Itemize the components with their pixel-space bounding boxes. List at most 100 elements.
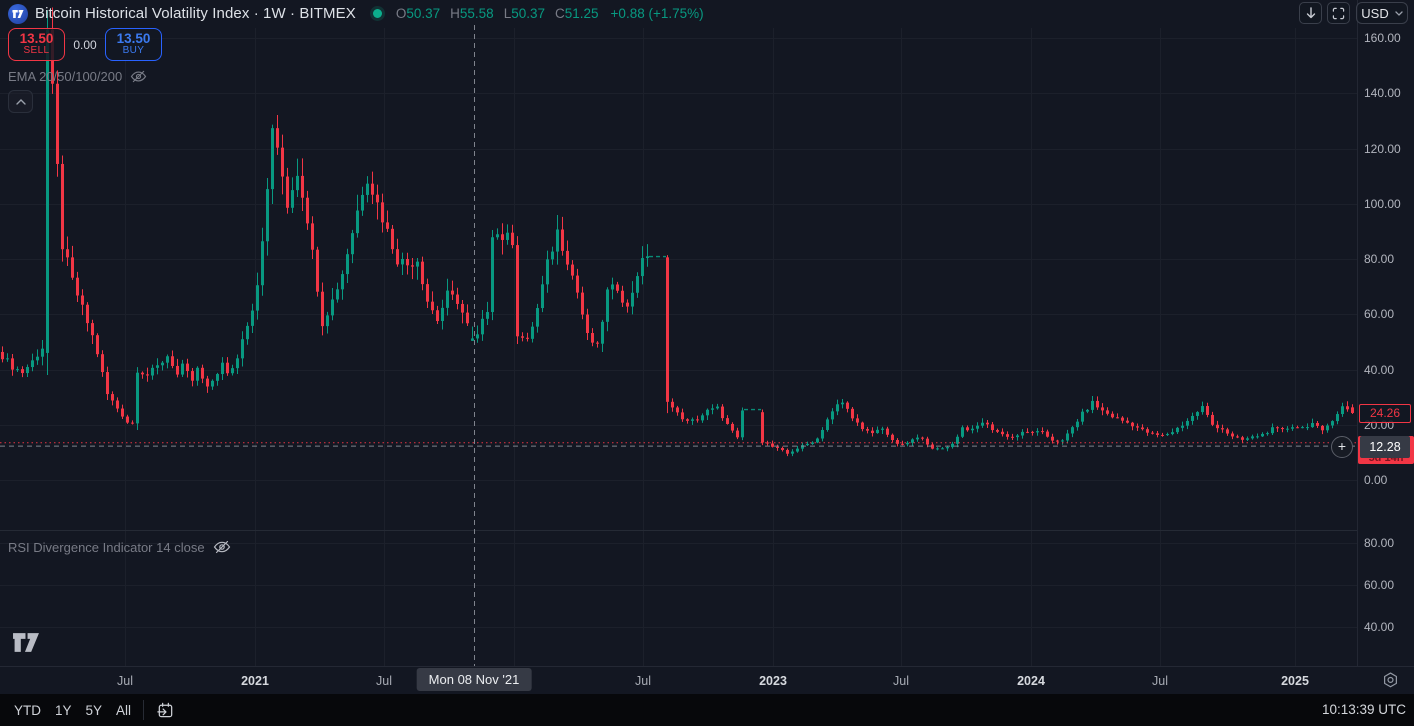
candle bbox=[1156, 430, 1159, 438]
candle bbox=[1181, 421, 1184, 432]
candle bbox=[11, 353, 14, 376]
candle bbox=[741, 407, 744, 441]
candle bbox=[311, 216, 314, 259]
go-to-date-button[interactable] bbox=[156, 701, 175, 720]
candle bbox=[691, 417, 694, 425]
symbol-title[interactable]: Bitcoin Historical Volatility Index · 1W… bbox=[35, 5, 356, 22]
price-tick-label: 60.00 bbox=[1364, 307, 1395, 322]
currency-dropdown[interactable]: USD bbox=[1356, 2, 1408, 24]
candle bbox=[991, 421, 994, 433]
candle bbox=[436, 305, 439, 325]
rsi-tick-label: 60.00 bbox=[1364, 578, 1395, 592]
price-tick-label: 0.00 bbox=[1364, 473, 1388, 487]
candle bbox=[1201, 401, 1204, 415]
candle bbox=[346, 248, 349, 284]
candle bbox=[41, 340, 44, 366]
candle bbox=[1281, 426, 1284, 433]
time-tick-label: Jul bbox=[893, 674, 909, 688]
candle bbox=[1246, 436, 1249, 442]
candle bbox=[1036, 428, 1039, 436]
candle bbox=[56, 70, 59, 177]
candle bbox=[966, 425, 969, 432]
candle bbox=[821, 427, 824, 442]
add-alert-plus-button[interactable]: + bbox=[1331, 436, 1353, 458]
ema-visibility-toggle[interactable] bbox=[130, 69, 147, 84]
sell-label: SELL bbox=[23, 45, 50, 57]
tradingview-watermark-logo[interactable] bbox=[12, 632, 40, 658]
candle bbox=[431, 291, 434, 315]
fullscreen-button[interactable] bbox=[1327, 2, 1350, 24]
candle bbox=[416, 257, 419, 280]
candle bbox=[306, 190, 309, 230]
candle bbox=[761, 409, 764, 446]
candle bbox=[931, 443, 934, 450]
candle bbox=[856, 414, 859, 427]
spread-value: 0.00 bbox=[73, 37, 97, 52]
candle bbox=[646, 244, 649, 267]
gear-icon bbox=[1383, 672, 1398, 688]
buy-price: 13.50 bbox=[116, 31, 151, 47]
candle bbox=[131, 420, 134, 425]
range-button-5y[interactable]: 5Y bbox=[85, 702, 103, 718]
candle bbox=[361, 186, 364, 216]
candle bbox=[446, 278, 449, 316]
price-axis[interactable]: 160.00 140.00 120.00 100.00 80.00 60.00 40.00 2… bbox=[1357, 0, 1414, 666]
candle bbox=[1286, 426, 1289, 433]
tradingview-logo-icon[interactable] bbox=[8, 3, 28, 24]
candle bbox=[221, 357, 224, 380]
candle bbox=[411, 258, 414, 280]
candle bbox=[981, 418, 984, 428]
candle bbox=[1066, 429, 1069, 444]
utc-clock[interactable]: 10:13:39 UTC bbox=[1321, 702, 1406, 717]
candle bbox=[1276, 426, 1279, 432]
candle bbox=[1021, 429, 1024, 439]
candle bbox=[66, 236, 69, 267]
download-button[interactable] bbox=[1299, 2, 1322, 24]
candle bbox=[86, 302, 89, 332]
candle bbox=[916, 434, 919, 442]
range-button-all[interactable]: All bbox=[116, 702, 132, 718]
bottom-toolbar: YTD 1Y 5Y All 10:13:39 UTC bbox=[0, 694, 1414, 726]
candle bbox=[91, 319, 94, 344]
candle bbox=[886, 426, 889, 438]
candle bbox=[226, 357, 229, 376]
time-tick-label: Jul bbox=[635, 674, 651, 688]
open-value: 50.37 bbox=[406, 6, 441, 21]
buy-button[interactable]: 13.50 BUY bbox=[105, 28, 162, 61]
candle bbox=[461, 300, 464, 324]
rsi-visibility-toggle[interactable] bbox=[213, 539, 231, 555]
range-button-ytd[interactable]: YTD bbox=[14, 702, 41, 718]
candle bbox=[271, 124, 274, 204]
sell-button[interactable]: 13.50 SELL bbox=[8, 28, 65, 61]
time-tick-label: Jul bbox=[117, 674, 133, 688]
candle bbox=[1346, 401, 1349, 412]
candle bbox=[1121, 416, 1124, 424]
candle bbox=[781, 446, 784, 452]
low-value: 50.37 bbox=[511, 6, 545, 21]
candle bbox=[606, 287, 609, 332]
eye-off-icon bbox=[130, 70, 147, 83]
candle bbox=[296, 158, 299, 197]
candle bbox=[1206, 402, 1209, 418]
range-button-1y[interactable]: 1Y bbox=[55, 702, 72, 718]
time-axis[interactable]: Jul 2021 Jul Jul 2023 Jul 2024 Jul 2025 Mon 08 N… bbox=[0, 666, 1414, 694]
candle bbox=[46, 10, 49, 376]
candle bbox=[1211, 411, 1214, 427]
candle bbox=[891, 433, 894, 443]
candle bbox=[1216, 420, 1219, 433]
chart-settings-button[interactable] bbox=[1381, 671, 1400, 690]
candle bbox=[901, 440, 904, 446]
candle bbox=[1316, 420, 1319, 429]
candle bbox=[301, 158, 304, 211]
candle bbox=[841, 398, 844, 409]
legend-collapse-button[interactable] bbox=[8, 90, 33, 113]
candle bbox=[531, 322, 534, 343]
time-tick-label: 2021 bbox=[241, 674, 269, 688]
candle bbox=[876, 426, 879, 434]
candle bbox=[941, 447, 944, 450]
candle bbox=[186, 358, 189, 378]
candle bbox=[976, 422, 979, 433]
candle bbox=[466, 304, 469, 326]
candle bbox=[401, 252, 404, 275]
